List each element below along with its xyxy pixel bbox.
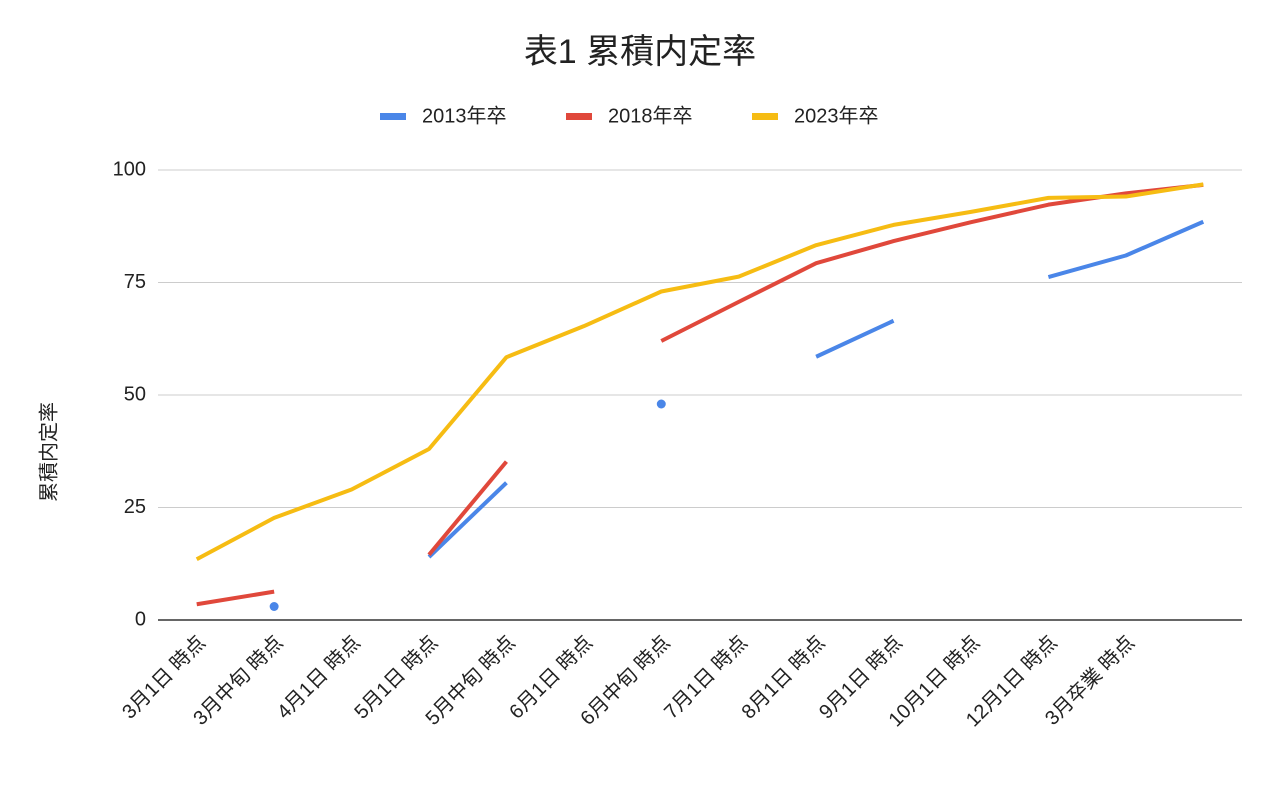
series-line bbox=[815, 318, 895, 359]
legend-swatch bbox=[380, 113, 406, 120]
series-line bbox=[195, 182, 1204, 562]
series-line bbox=[660, 182, 1204, 343]
data-point bbox=[269, 602, 279, 611]
series-line bbox=[427, 460, 508, 557]
data-point bbox=[656, 399, 666, 409]
series-line bbox=[427, 481, 508, 559]
legend-label: 2013年卒 bbox=[422, 104, 507, 127]
y-tick-label: 100 bbox=[113, 158, 146, 180]
y-tick-label: 0 bbox=[135, 608, 146, 630]
legend-label: 2023年卒 bbox=[794, 104, 879, 127]
legend-label: 2018年卒 bbox=[608, 104, 693, 127]
legend-swatch bbox=[752, 113, 778, 120]
y-axis-label: 累積内定率 bbox=[37, 402, 60, 502]
legend-swatch bbox=[566, 113, 592, 120]
chart-title: 表1 累積内定率 bbox=[524, 33, 756, 71]
y-tick-label: 75 bbox=[124, 271, 146, 293]
series-line bbox=[1047, 219, 1205, 280]
series-line bbox=[196, 589, 275, 607]
y-tick-label: 50 bbox=[124, 383, 146, 405]
y-tick-label: 25 bbox=[124, 496, 146, 518]
